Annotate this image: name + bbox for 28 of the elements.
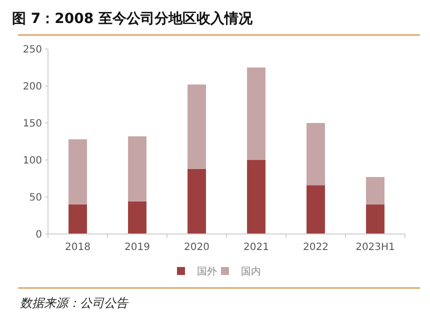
bar <box>306 185 325 234</box>
y-tick-label: 150 <box>22 118 42 130</box>
y-tick-label: 50 <box>29 192 42 204</box>
bar <box>247 68 266 160</box>
x-tick-label: 2019 <box>124 242 150 253</box>
x-tick-label: 2021 <box>244 242 269 253</box>
bar <box>68 204 87 234</box>
y-tick-label: 100 <box>22 156 42 166</box>
source-note: 数据来源：公司公告 <box>20 296 129 310</box>
bar <box>247 160 266 234</box>
bar <box>306 123 325 186</box>
y-tick-label: 200 <box>22 82 42 92</box>
chart-title: 图 7：2008 至今公司分地区收入情况 <box>12 11 254 27</box>
x-tick-label: 2022 <box>303 242 328 253</box>
legend-label: 国内 <box>241 266 261 278</box>
legend-label: 国外 <box>197 266 217 278</box>
x-tick-label: 2018 <box>65 242 90 253</box>
bar <box>188 168 206 234</box>
bar <box>366 204 384 234</box>
bar <box>128 201 146 234</box>
bar <box>366 177 384 204</box>
y-tick-label: 250 <box>22 44 42 56</box>
y-tick-label: 0 <box>36 230 42 240</box>
x-tick-label: 2020 <box>184 242 210 253</box>
x-tick-label: 2023H1 <box>356 242 395 253</box>
bar <box>128 136 146 202</box>
bar <box>188 84 206 169</box>
bar <box>68 139 87 204</box>
